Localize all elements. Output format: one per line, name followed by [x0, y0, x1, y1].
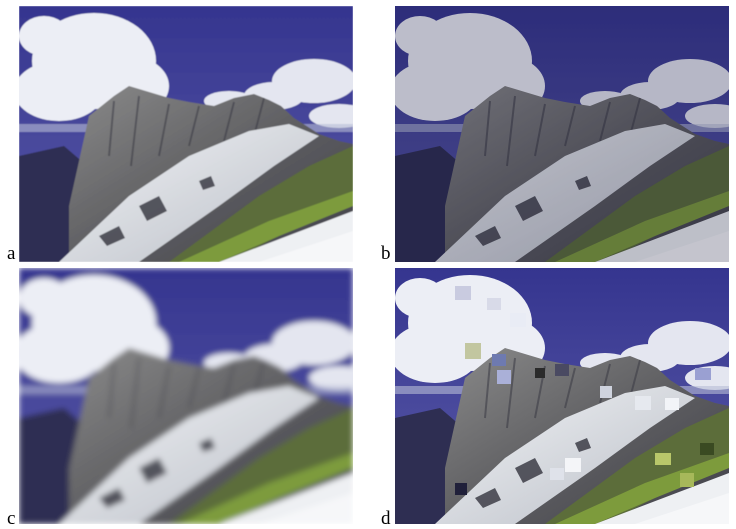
image-panel-c — [19, 268, 353, 524]
image-panel-a — [19, 6, 353, 262]
mountain-photo-original — [19, 6, 353, 262]
mountain-photo-block-artifacts — [395, 268, 729, 524]
mountain-photo-blurred — [19, 268, 353, 524]
image-panel-d — [395, 268, 729, 524]
panel-label-b: b — [381, 243, 391, 264]
panel-label-d: d — [381, 508, 391, 529]
image-panel-b — [395, 6, 729, 262]
compression-blocks — [455, 286, 714, 495]
mountain-photo-darkened — [395, 6, 729, 262]
panel-label-c: c — [7, 508, 16, 529]
panel-label-a: a — [7, 243, 16, 264]
